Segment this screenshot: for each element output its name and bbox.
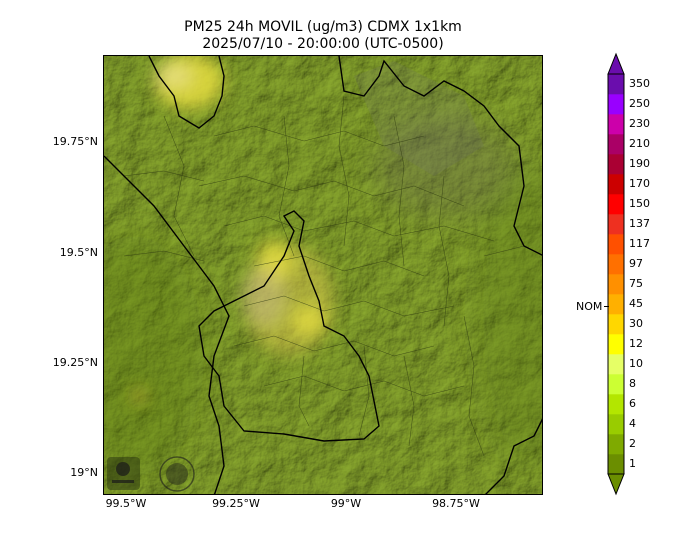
nom-label: NOM <box>576 300 603 313</box>
colorbar-level-label: 150 <box>629 197 650 210</box>
sedema-logo-icon <box>107 457 140 490</box>
colorbar-level-label: 75 <box>629 277 643 290</box>
colorbar-level-label: 350 <box>629 77 650 90</box>
map-title-line2: 2025/07/10 - 20:00:00 (UTC-0500) <box>202 36 444 52</box>
colorbar-segment <box>608 114 624 135</box>
colorbar-level-label: 30 <box>629 317 643 330</box>
colorbar-level-label: 45 <box>629 297 643 310</box>
colorbar-segment <box>608 374 624 395</box>
colorbar-segment <box>608 414 624 435</box>
colorbar-level-label: 4 <box>629 417 636 430</box>
colorbar-level-label: 190 <box>629 157 650 170</box>
colorbar-frame <box>607 73 625 475</box>
colorbar-segment <box>608 94 624 115</box>
lon-tick-label: 99.5°W <box>105 497 147 510</box>
colorbar-level-label: 10 <box>629 357 643 370</box>
colorbar-segment <box>608 254 624 275</box>
colorbar-level-label: 8 <box>629 377 636 390</box>
colorbar-level-label: 1 <box>629 457 636 470</box>
colorbar-segment <box>608 334 624 355</box>
nom-tick <box>604 306 609 307</box>
colorbar-level-label: 210 <box>629 137 650 150</box>
map-title-line1: PM25 24h MOVIL (ug/m3) CDMX 1x1km <box>184 19 462 35</box>
lat-tick-label: 19.75°N <box>52 135 98 148</box>
colorbar-segment <box>608 274 624 295</box>
colorbar-level-label: 230 <box>629 117 650 130</box>
lat-tick-label: 19.5°N <box>59 246 98 259</box>
colorbar-level-label: 97 <box>629 257 643 270</box>
map-panel[interactable] <box>103 55 543 495</box>
colorbar <box>607 52 625 496</box>
cdmx-boundary <box>198 210 380 442</box>
lat-tick-label: 19°N <box>70 466 98 479</box>
colorbar-segment <box>608 234 624 255</box>
colorbar-segment <box>608 394 624 415</box>
lon-tick-label: 99°W <box>330 497 362 510</box>
colorbar-segment <box>608 434 624 455</box>
colorbar-level-label: 170 <box>629 177 650 190</box>
colorbar-level-label: 117 <box>629 237 650 250</box>
colorbar-segment <box>608 294 624 315</box>
colorbar-segment <box>608 314 624 335</box>
colorbar-extend-min <box>607 473 625 496</box>
colorbar-level-label: 12 <box>629 337 643 350</box>
colorbar-segment <box>608 174 624 195</box>
colorbar-segment <box>608 134 624 155</box>
colorbar-segment <box>608 154 624 175</box>
colorbar-segment <box>608 214 624 235</box>
lat-tick-label: 19.25°N <box>52 356 98 369</box>
lon-tick-label: 98.75°W <box>432 497 480 510</box>
state-boundaries <box>104 56 542 494</box>
colorbar-level-label: 250 <box>629 97 650 110</box>
terrain-map <box>104 56 542 494</box>
gobierno-seal-icon <box>159 456 195 492</box>
colorbar-extend-max <box>607 52 625 75</box>
colorbar-level-label: 2 <box>629 437 636 450</box>
lon-tick-label: 99.25°W <box>212 497 260 510</box>
colorbar-level-label: 137 <box>629 217 650 230</box>
colorbar-level-label: 6 <box>629 397 636 410</box>
colorbar-segment <box>608 194 624 215</box>
colorbar-segment <box>608 454 624 475</box>
colorbar-segment <box>608 354 624 375</box>
colorbar-segment <box>608 74 624 95</box>
